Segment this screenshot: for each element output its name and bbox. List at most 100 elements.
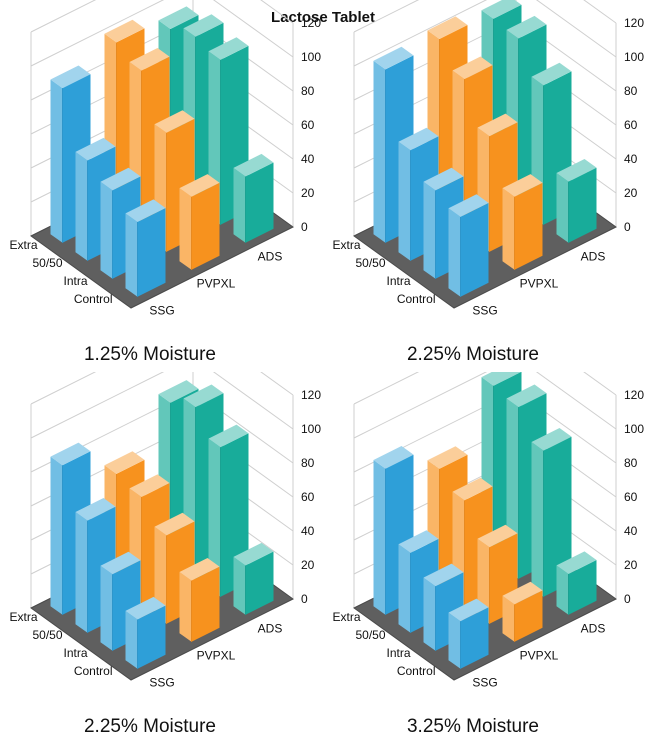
category-label: SSG (149, 676, 174, 690)
bar-side-face (125, 610, 138, 669)
depth-label: Intra (63, 646, 87, 660)
bar-top-face (373, 446, 414, 469)
bar (502, 581, 543, 642)
z-tick-label: 100 (301, 50, 321, 64)
bar-top-face (423, 563, 464, 587)
bar-top-face (158, 380, 199, 403)
bar-top-face (104, 19, 145, 43)
bar (531, 428, 572, 597)
bar-side-face (233, 556, 246, 615)
bar (448, 598, 489, 669)
bar-top-face (233, 542, 274, 566)
z-tick-label: 40 (301, 152, 315, 166)
chart-4-caption: 3.25% Moisture (406, 716, 539, 737)
bars (50, 380, 274, 669)
bar-top-face (129, 474, 170, 497)
bar-side-face (556, 173, 569, 243)
panel-3: 0 20 40 60 80 100 120 SSG PVPXL ADS Control Intra 50… (0, 372, 323, 744)
z-tick-label: 20 (624, 558, 638, 572)
gridline (353, 0, 617, 33)
bar-top-face (179, 558, 220, 581)
chart-4: 0 20 40 60 80 100 120 SSG PVPXL ADS Control Intra50… (332, 372, 644, 690)
z-tick-label: 60 (624, 118, 638, 132)
bar-front-face (514, 182, 543, 270)
category-label: ADS (581, 250, 606, 264)
bar-top-face (50, 65, 91, 89)
z-tick-label: 80 (301, 456, 315, 470)
z-tick-label: 80 (301, 84, 315, 98)
gridline (30, 372, 294, 439)
panel-4: 0 20 40 60 80 100 120 SSG PVPXL ADS Control Intra 50… (323, 372, 646, 744)
gridline (353, 372, 617, 439)
chart-3: 0 20 40 60 80 100 120 SSG PVPXL ADS Control Intra50… (9, 372, 321, 690)
depth-label: Control (74, 292, 113, 306)
z-tick-label: 100 (301, 422, 321, 436)
bar (556, 551, 597, 615)
bar-top-face (158, 6, 199, 30)
bar-front-face (191, 182, 220, 270)
bar-front-face (137, 208, 166, 297)
bar-side-face (373, 60, 386, 243)
chart-3-caption: 2.25% Moisture (83, 716, 216, 737)
bar-front-face (245, 162, 274, 243)
bar-top-face (531, 428, 572, 451)
z-tick-label: 120 (624, 388, 644, 402)
z-tick-label: 40 (301, 524, 315, 538)
bar-front-face (543, 436, 572, 597)
gridline (353, 372, 617, 405)
bar-top-face (502, 174, 543, 197)
z-tick-label: 0 (624, 220, 631, 234)
chart-2: 0 20 40 60 80 100 120 SSG PVPXL ADS Control Intra50… (332, 0, 644, 318)
bar-side-face (373, 460, 386, 615)
chart-1: 0 20 40 60 80 100 120 SSG PVPXL ADS Control Intra50… (9, 0, 321, 318)
bar-side-face (531, 442, 544, 597)
bar-top-face (452, 477, 493, 501)
bar (233, 153, 274, 243)
bar-side-face (233, 167, 246, 243)
bar-side-face (556, 565, 569, 615)
bar-top-face (125, 596, 166, 620)
z-tick-label: 20 (624, 186, 638, 200)
bar-side-face (398, 141, 411, 261)
z-tick-label: 0 (301, 592, 308, 606)
z-tick-label: 60 (301, 490, 315, 504)
bar-top-face (208, 37, 249, 60)
z-tick-label: 0 (301, 220, 308, 234)
depth-label: Extra (9, 610, 37, 624)
bar-top-face (398, 127, 439, 151)
depth-label: Extra (332, 610, 360, 624)
bar-top-face (477, 113, 518, 137)
bar (179, 558, 220, 642)
bar-top-face (373, 46, 414, 70)
bar-top-face (75, 498, 116, 521)
depth-label: Control (74, 664, 113, 678)
bar-top-face (154, 512, 195, 536)
depth-label: Extra (332, 238, 360, 252)
category-label: ADS (581, 622, 606, 636)
bar-side-face (208, 438, 221, 597)
bar-top-face (502, 581, 543, 605)
bar-side-face (448, 612, 461, 669)
bar-side-face (50, 456, 63, 615)
bar-side-face (125, 213, 138, 297)
z-tick-label: 100 (624, 422, 644, 436)
bar-top-face (506, 384, 547, 408)
z-tick-label: 60 (624, 490, 638, 504)
bar-top-face (531, 62, 572, 86)
bar-side-face (423, 181, 436, 279)
gridline (30, 0, 294, 67)
bar-front-face (137, 605, 166, 669)
depth-label: Intra (63, 274, 87, 288)
bar-top-face (50, 442, 91, 466)
category-label: SSG (149, 304, 174, 318)
bar-top-face (104, 451, 145, 474)
bar-side-face (75, 512, 88, 633)
bar (125, 199, 166, 297)
gridline (30, 0, 294, 33)
category-label: SSG (472, 304, 497, 318)
z-tick-label: 120 (301, 388, 321, 402)
bar-side-face (75, 151, 88, 261)
bar-front-face (460, 202, 489, 297)
bar-top-face (233, 153, 274, 177)
